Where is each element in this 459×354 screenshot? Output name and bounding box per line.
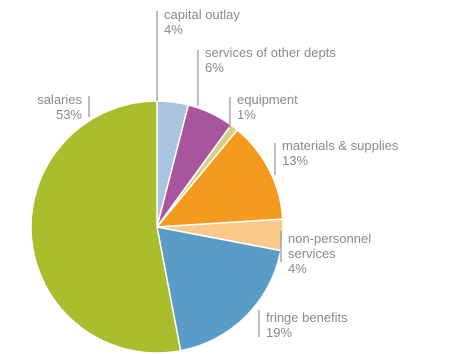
slice-label: salaries 53% bbox=[37, 92, 82, 122]
slice-percent: 1% bbox=[237, 107, 256, 122]
slice-name: non-personnel bbox=[288, 231, 371, 246]
slice-name: capital outlay bbox=[164, 7, 240, 22]
slice-label: capital outlay 4% bbox=[164, 7, 240, 37]
slice-percent: 4% bbox=[164, 22, 183, 37]
pie-slice-materials-supplies bbox=[156, 129, 284, 228]
slice-percent: 19% bbox=[266, 325, 292, 340]
slice-percent: 4% bbox=[288, 261, 307, 276]
slice-name: services of other depts bbox=[205, 45, 336, 60]
slice-percent: 53% bbox=[56, 107, 82, 122]
pie-slices bbox=[30, 100, 284, 354]
slice-label: equipment 1% bbox=[237, 92, 298, 122]
slice-label: services of other depts 6% bbox=[205, 45, 336, 75]
pie-slice-fringe-benefits bbox=[156, 226, 282, 352]
slice-percent: 6% bbox=[205, 60, 224, 75]
slice-name: fringe benefits bbox=[266, 310, 348, 325]
slice-label: non-personnel services 4% bbox=[288, 231, 371, 276]
slice-name: services bbox=[288, 246, 336, 261]
pie-labels: capital outlay 4%services of other depts 6… bbox=[37, 7, 399, 340]
slice-name: salaries bbox=[37, 92, 82, 107]
slice-label: materials & supplies 13% bbox=[282, 138, 399, 168]
slice-name: equipment bbox=[237, 92, 298, 107]
slice-percent: 13% bbox=[282, 153, 308, 168]
slice-name: materials & supplies bbox=[282, 138, 399, 153]
pie-slice-salaries bbox=[30, 100, 182, 354]
slice-label: fringe benefits 19% bbox=[266, 310, 348, 340]
